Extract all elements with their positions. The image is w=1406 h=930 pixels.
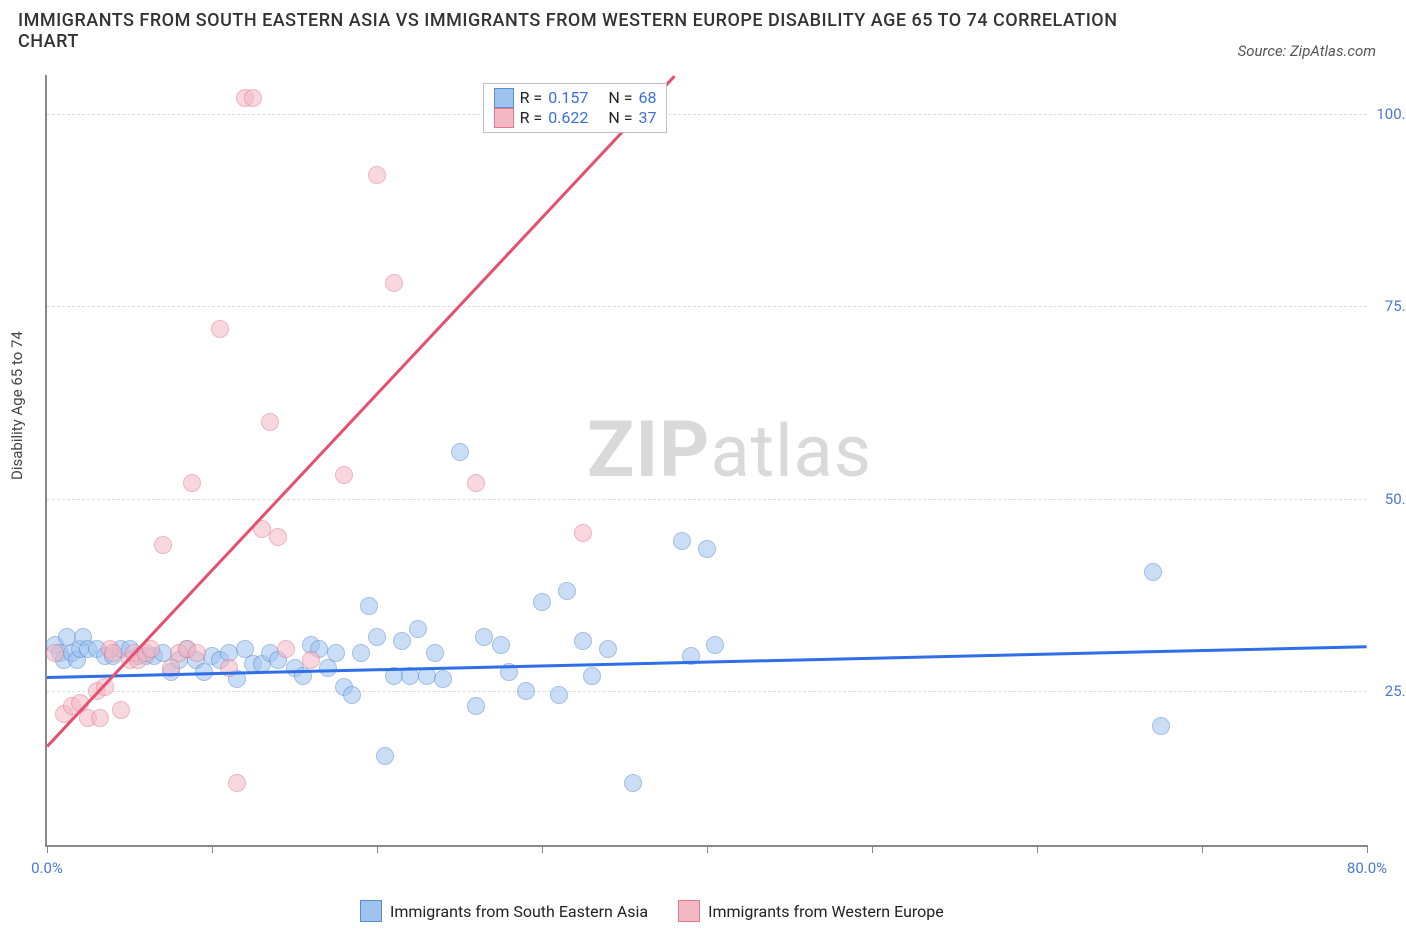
data-point-sea (583, 667, 601, 685)
data-point-sea (550, 686, 568, 704)
legend-swatch-weu (678, 900, 700, 922)
data-point-sea (368, 628, 386, 646)
x-tick-mark (542, 845, 543, 853)
data-point-sea (434, 670, 452, 688)
gridline (47, 114, 1367, 115)
x-tick-mark (872, 845, 873, 853)
x-tick-mark (1202, 845, 1203, 853)
data-point-sea (698, 540, 716, 558)
data-point-sea (533, 593, 551, 611)
data-point-sea (624, 774, 642, 792)
y-tick-label: 50.0% (1375, 490, 1406, 508)
stat-value-n-weu: 37 (639, 108, 657, 127)
data-point-weu (269, 528, 287, 546)
data-point-sea (327, 644, 345, 662)
data-point-weu (211, 320, 229, 338)
stats-row-sea: R = 0.157 N = 68 (494, 88, 657, 108)
y-tick-label: 75.0% (1375, 297, 1406, 315)
data-point-sea (376, 747, 394, 765)
scatter-plot: ZIPatlas 25.0%50.0%75.0%100.0%0.0%80.0%R… (45, 75, 1367, 847)
data-point-sea (426, 644, 444, 662)
data-point-weu (385, 274, 403, 292)
data-point-sea (393, 632, 411, 650)
stats-row-weu: R = 0.622 N = 37 (494, 108, 657, 128)
stat-label-n: N = (608, 108, 632, 127)
data-point-weu (244, 89, 262, 107)
source-link[interactable]: ZipAtlas.com (1290, 42, 1376, 60)
x-tick-mark (707, 845, 708, 853)
data-point-sea (574, 632, 592, 650)
stats-box: R = 0.157 N = 68R = 0.622 N = 37 (483, 83, 668, 133)
gridline (47, 499, 1367, 500)
watermark-atlas: atlas (710, 409, 872, 494)
stat-value-r-weu: 0.622 (548, 108, 588, 127)
legend: Immigrants from South Eastern Asia Immigr… (360, 900, 944, 922)
y-axis-label: Disability Age 65 to 74 (8, 331, 26, 480)
data-point-weu (188, 644, 206, 662)
gridline (47, 691, 1367, 692)
watermark-zip: ZIP (587, 405, 710, 496)
data-point-sea (319, 659, 337, 677)
legend-item-sea: Immigrants from South Eastern Asia (360, 900, 648, 922)
data-point-weu (104, 644, 122, 662)
data-point-weu (112, 701, 130, 719)
legend-label-sea: Immigrants from South Eastern Asia (390, 902, 648, 921)
swatch-weu (494, 108, 514, 128)
legend-swatch-sea (360, 900, 382, 922)
source-prefix: Source: (1238, 42, 1290, 60)
y-tick-label: 25.0% (1375, 682, 1406, 700)
data-point-weu (154, 536, 172, 554)
data-point-sea (467, 697, 485, 715)
x-tick-mark (212, 845, 213, 853)
data-point-weu (277, 640, 295, 658)
watermark: ZIPatlas (587, 405, 872, 496)
data-point-sea (360, 597, 378, 615)
data-point-sea (451, 443, 469, 461)
data-point-weu (261, 413, 279, 431)
data-point-weu (302, 651, 320, 669)
x-tick-label: 80.0% (1347, 859, 1387, 877)
data-point-sea (1152, 717, 1170, 735)
data-point-weu (183, 474, 201, 492)
y-tick-label: 100.0% (1375, 105, 1406, 123)
stat-label-n: N = (608, 88, 632, 107)
legend-item-weu: Immigrants from Western Europe (678, 900, 944, 922)
swatch-sea (494, 88, 514, 108)
data-point-weu (46, 644, 64, 662)
data-point-sea (492, 636, 510, 654)
x-tick-mark (47, 845, 48, 853)
data-point-sea (599, 640, 617, 658)
source-attribution: Source: ZipAtlas.com (1238, 42, 1376, 60)
data-point-weu (335, 466, 353, 484)
gridline (47, 306, 1367, 307)
data-point-sea (475, 628, 493, 646)
stat-value-n-sea: 68 (639, 88, 657, 107)
stat-value-r-sea: 0.157 (548, 88, 588, 107)
legend-label-weu: Immigrants from Western Europe (708, 902, 944, 921)
x-tick-mark (377, 845, 378, 853)
chart-title: IMMIGRANTS FROM SOUTH EASTERN ASIA VS IM… (18, 10, 1118, 52)
data-point-sea (558, 582, 576, 600)
data-point-weu (467, 474, 485, 492)
data-point-sea (673, 532, 691, 550)
data-point-sea (517, 682, 535, 700)
stat-label-r: R = (520, 88, 543, 107)
x-tick-mark (1037, 845, 1038, 853)
data-point-sea (352, 644, 370, 662)
data-point-weu (574, 524, 592, 542)
data-point-sea (706, 636, 724, 654)
data-point-sea (343, 686, 361, 704)
data-point-weu (91, 709, 109, 727)
stat-label-r: R = (520, 108, 543, 127)
data-point-weu (228, 774, 246, 792)
data-point-sea (1144, 563, 1162, 581)
x-tick-mark (1367, 845, 1368, 853)
x-tick-label: 0.0% (31, 859, 63, 877)
data-point-weu (368, 166, 386, 184)
data-point-sea (409, 620, 427, 638)
